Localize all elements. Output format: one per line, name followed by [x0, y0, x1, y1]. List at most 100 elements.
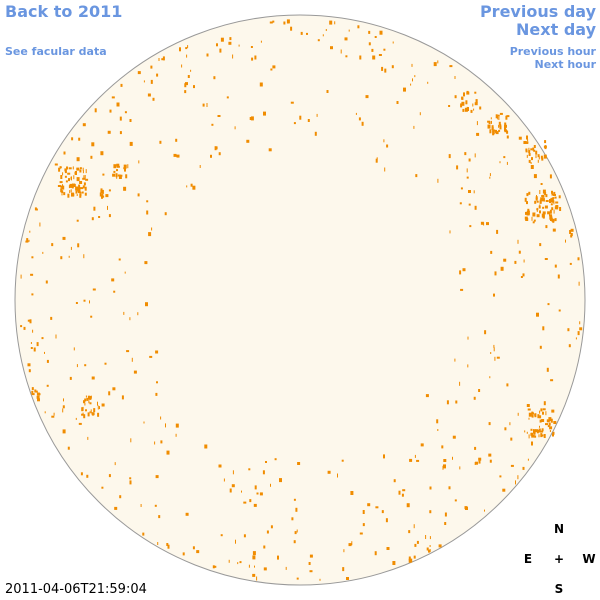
facula [155, 475, 159, 479]
facula [285, 566, 287, 570]
facula [64, 168, 67, 172]
facula [342, 567, 345, 572]
facula [544, 205, 548, 209]
facula [186, 54, 188, 58]
facula [503, 156, 506, 159]
facula [129, 141, 133, 146]
facula [490, 250, 493, 254]
facula [211, 123, 214, 126]
facula [87, 436, 89, 440]
facula [143, 80, 145, 83]
facula [542, 411, 544, 415]
facula [534, 413, 537, 418]
facula [35, 208, 38, 211]
facula [558, 309, 561, 312]
facula [156, 73, 159, 77]
compass-east: E [523, 552, 533, 566]
facula [75, 417, 77, 420]
facula [551, 207, 554, 211]
facula [455, 400, 458, 404]
facula [76, 194, 78, 196]
facula [462, 108, 465, 112]
facula [86, 474, 89, 478]
facula [444, 522, 447, 525]
facula [287, 19, 289, 24]
facula [187, 45, 189, 49]
next-hour-link[interactable]: Next hour [534, 58, 597, 71]
facula [383, 139, 385, 143]
facula [101, 486, 104, 489]
facula [92, 288, 96, 291]
facula [116, 163, 120, 167]
facula [31, 256, 34, 259]
facula [50, 316, 53, 320]
facula [206, 103, 208, 107]
facula [291, 517, 294, 521]
facula [409, 458, 413, 462]
facula [491, 127, 494, 130]
facula [218, 464, 222, 468]
facula [68, 167, 72, 170]
facula [62, 172, 64, 176]
facula [167, 544, 170, 549]
facula [502, 488, 506, 492]
facula [515, 480, 516, 485]
facula [33, 347, 36, 352]
facula [489, 459, 492, 463]
facula [496, 356, 500, 359]
facula [118, 258, 121, 261]
facula [160, 416, 162, 420]
facula [314, 131, 317, 136]
facula [543, 434, 546, 438]
facula [493, 347, 495, 352]
facula [420, 443, 424, 447]
facula [309, 570, 313, 573]
facula [62, 236, 66, 240]
facula [131, 357, 133, 362]
facula [466, 168, 468, 173]
facula [528, 191, 531, 195]
facula [541, 428, 544, 432]
facula [429, 549, 431, 553]
facula [89, 411, 91, 414]
facula [539, 204, 541, 208]
facula [154, 504, 157, 507]
facula [279, 478, 282, 483]
facula [192, 546, 195, 550]
facula [270, 525, 273, 529]
facula [164, 212, 167, 216]
facula [105, 194, 109, 198]
facular-data-link[interactable]: See facular data [5, 45, 107, 58]
facula [251, 57, 254, 61]
facula [528, 159, 531, 163]
next-day-link[interactable]: Next day [516, 20, 596, 39]
facula [68, 185, 70, 189]
facula [341, 459, 344, 462]
facula [119, 495, 122, 499]
previous-hour-link[interactable]: Previous hour [509, 45, 596, 58]
facula [90, 155, 93, 159]
facula [530, 428, 533, 431]
facula [319, 578, 321, 581]
facula [413, 555, 416, 559]
facula [483, 222, 485, 226]
facula [378, 54, 382, 56]
facula [528, 153, 531, 156]
previous-day-link[interactable]: Previous day [479, 2, 596, 21]
facula [83, 400, 85, 404]
facula [101, 195, 103, 199]
facula [116, 169, 118, 172]
facula [75, 171, 77, 175]
facula [568, 344, 571, 348]
facula [184, 90, 187, 94]
facula [218, 152, 221, 156]
facula [175, 138, 178, 142]
facula [497, 114, 500, 117]
facula [45, 280, 48, 284]
facula [464, 506, 468, 510]
facula [317, 39, 320, 42]
facula [495, 129, 497, 133]
back-year-link[interactable]: Back to 2011 [5, 2, 123, 21]
facula [474, 91, 477, 94]
facula [93, 206, 96, 211]
